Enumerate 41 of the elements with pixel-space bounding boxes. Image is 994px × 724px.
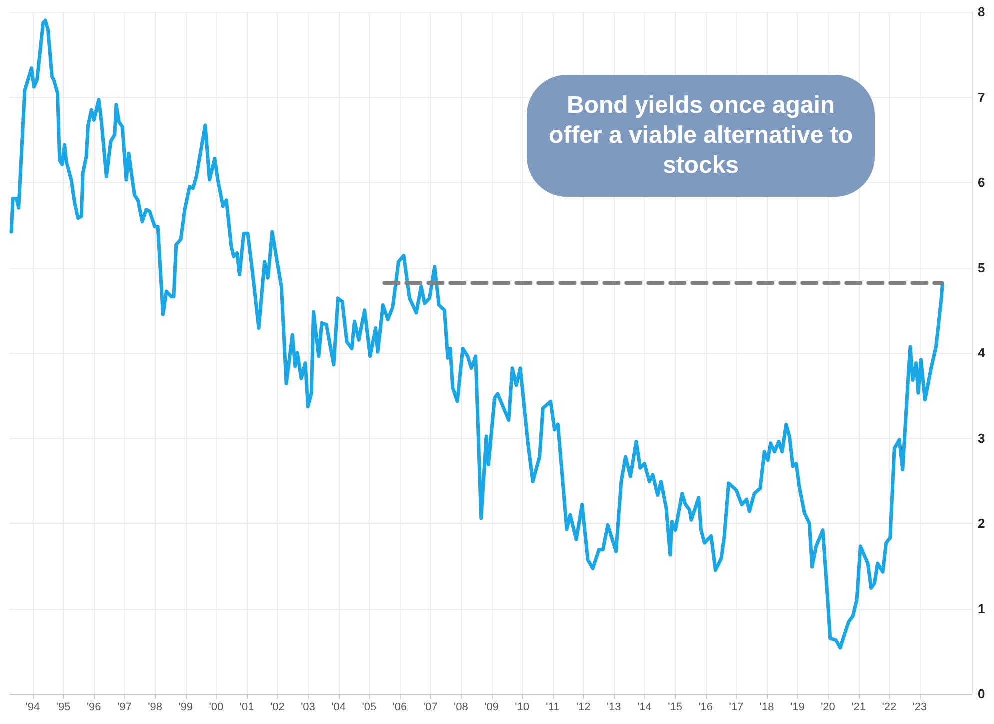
x-tick-label: '04 bbox=[332, 702, 346, 714]
x-tick-label: '96 bbox=[86, 702, 102, 714]
y-tick-label: 3 bbox=[978, 430, 986, 446]
x-tick-label: '21 bbox=[852, 702, 866, 714]
y-tick-label: 2 bbox=[978, 516, 986, 531]
x-tick-label: '19 bbox=[790, 702, 805, 714]
x-tick-label: '17 bbox=[729, 702, 744, 714]
x-tick-label: '07 bbox=[423, 702, 438, 714]
x-tick-label: '20 bbox=[821, 702, 836, 714]
y-tick-label: 0 bbox=[978, 686, 986, 702]
x-tick-label: '01 bbox=[240, 702, 254, 714]
x-tick-label: '00 bbox=[209, 702, 224, 714]
y-tick-label: 7 bbox=[978, 90, 986, 105]
y-tick-label: 5 bbox=[978, 260, 986, 276]
x-tick-label: '95 bbox=[56, 702, 71, 714]
x-tick-label: '10 bbox=[515, 702, 530, 714]
x-tick-label: '14 bbox=[638, 702, 652, 714]
y-tick-label: 8 bbox=[978, 4, 986, 20]
y-tick-label: 6 bbox=[978, 175, 986, 190]
x-tick-label: '15 bbox=[668, 702, 682, 714]
x-tick-label: '09 bbox=[484, 702, 499, 714]
x-tick-label: '99 bbox=[178, 702, 194, 714]
x-tick-label: '23 bbox=[912, 702, 928, 714]
line-series bbox=[10, 18, 944, 650]
y-tick-label: 4 bbox=[978, 346, 986, 360]
x-tick-label: '18 bbox=[760, 702, 774, 714]
x-tick-label: '08 bbox=[454, 702, 468, 714]
x-tick-label: '16 bbox=[698, 702, 714, 714]
x-tick-label: '05 bbox=[362, 702, 377, 714]
x-tick-label: '97 bbox=[118, 702, 132, 714]
x-tick-label: '11 bbox=[546, 702, 560, 714]
x-tick-label: '98 bbox=[148, 702, 162, 714]
x-tick-label: '13 bbox=[606, 702, 622, 714]
x-tick-label: '06 bbox=[392, 702, 408, 714]
x-tick-label: '02 bbox=[270, 702, 285, 714]
callout: Bond yields once again offer a viable alternative to stocks bbox=[527, 75, 875, 197]
x-tick-label: '03 bbox=[301, 702, 316, 714]
x-tick-label: '22 bbox=[882, 702, 897, 714]
x-tick-label: '94 bbox=[26, 702, 40, 714]
x-tick-label: '12 bbox=[576, 702, 591, 714]
y-tick-label: 1 bbox=[978, 601, 986, 616]
